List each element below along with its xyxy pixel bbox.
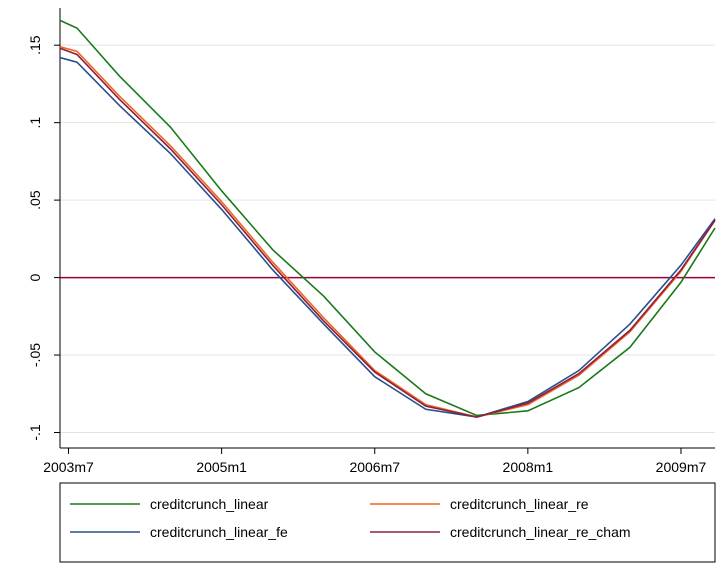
legend-label: creditcrunch_linear — [150, 496, 269, 512]
y-tick-label: .15 — [27, 35, 43, 55]
x-tick-label: 2008m1 — [503, 459, 554, 475]
y-tick-label: .1 — [27, 117, 43, 129]
legend-box — [59, 482, 716, 563]
y-tick-label: -.05 — [27, 343, 43, 367]
y-tick-label: -.1 — [27, 424, 43, 441]
legend-label: creditcrunch_linear_re — [450, 496, 589, 512]
legend-label: creditcrunch_linear_fe — [150, 524, 288, 540]
series-line — [59, 19, 716, 417]
series-line — [59, 47, 716, 418]
y-tick-label: .05 — [27, 190, 43, 210]
series-line — [59, 56, 716, 418]
x-tick-label: 2003m7 — [43, 459, 94, 475]
x-tick-label: 2005m1 — [196, 459, 247, 475]
x-tick-label: 2006m7 — [349, 459, 400, 475]
series-line — [59, 45, 716, 418]
y-tick-label: 0 — [27, 273, 43, 281]
legend-label: creditcrunch_linear_re_cham — [450, 524, 631, 540]
x-tick-label: 2009m7 — [656, 459, 707, 475]
